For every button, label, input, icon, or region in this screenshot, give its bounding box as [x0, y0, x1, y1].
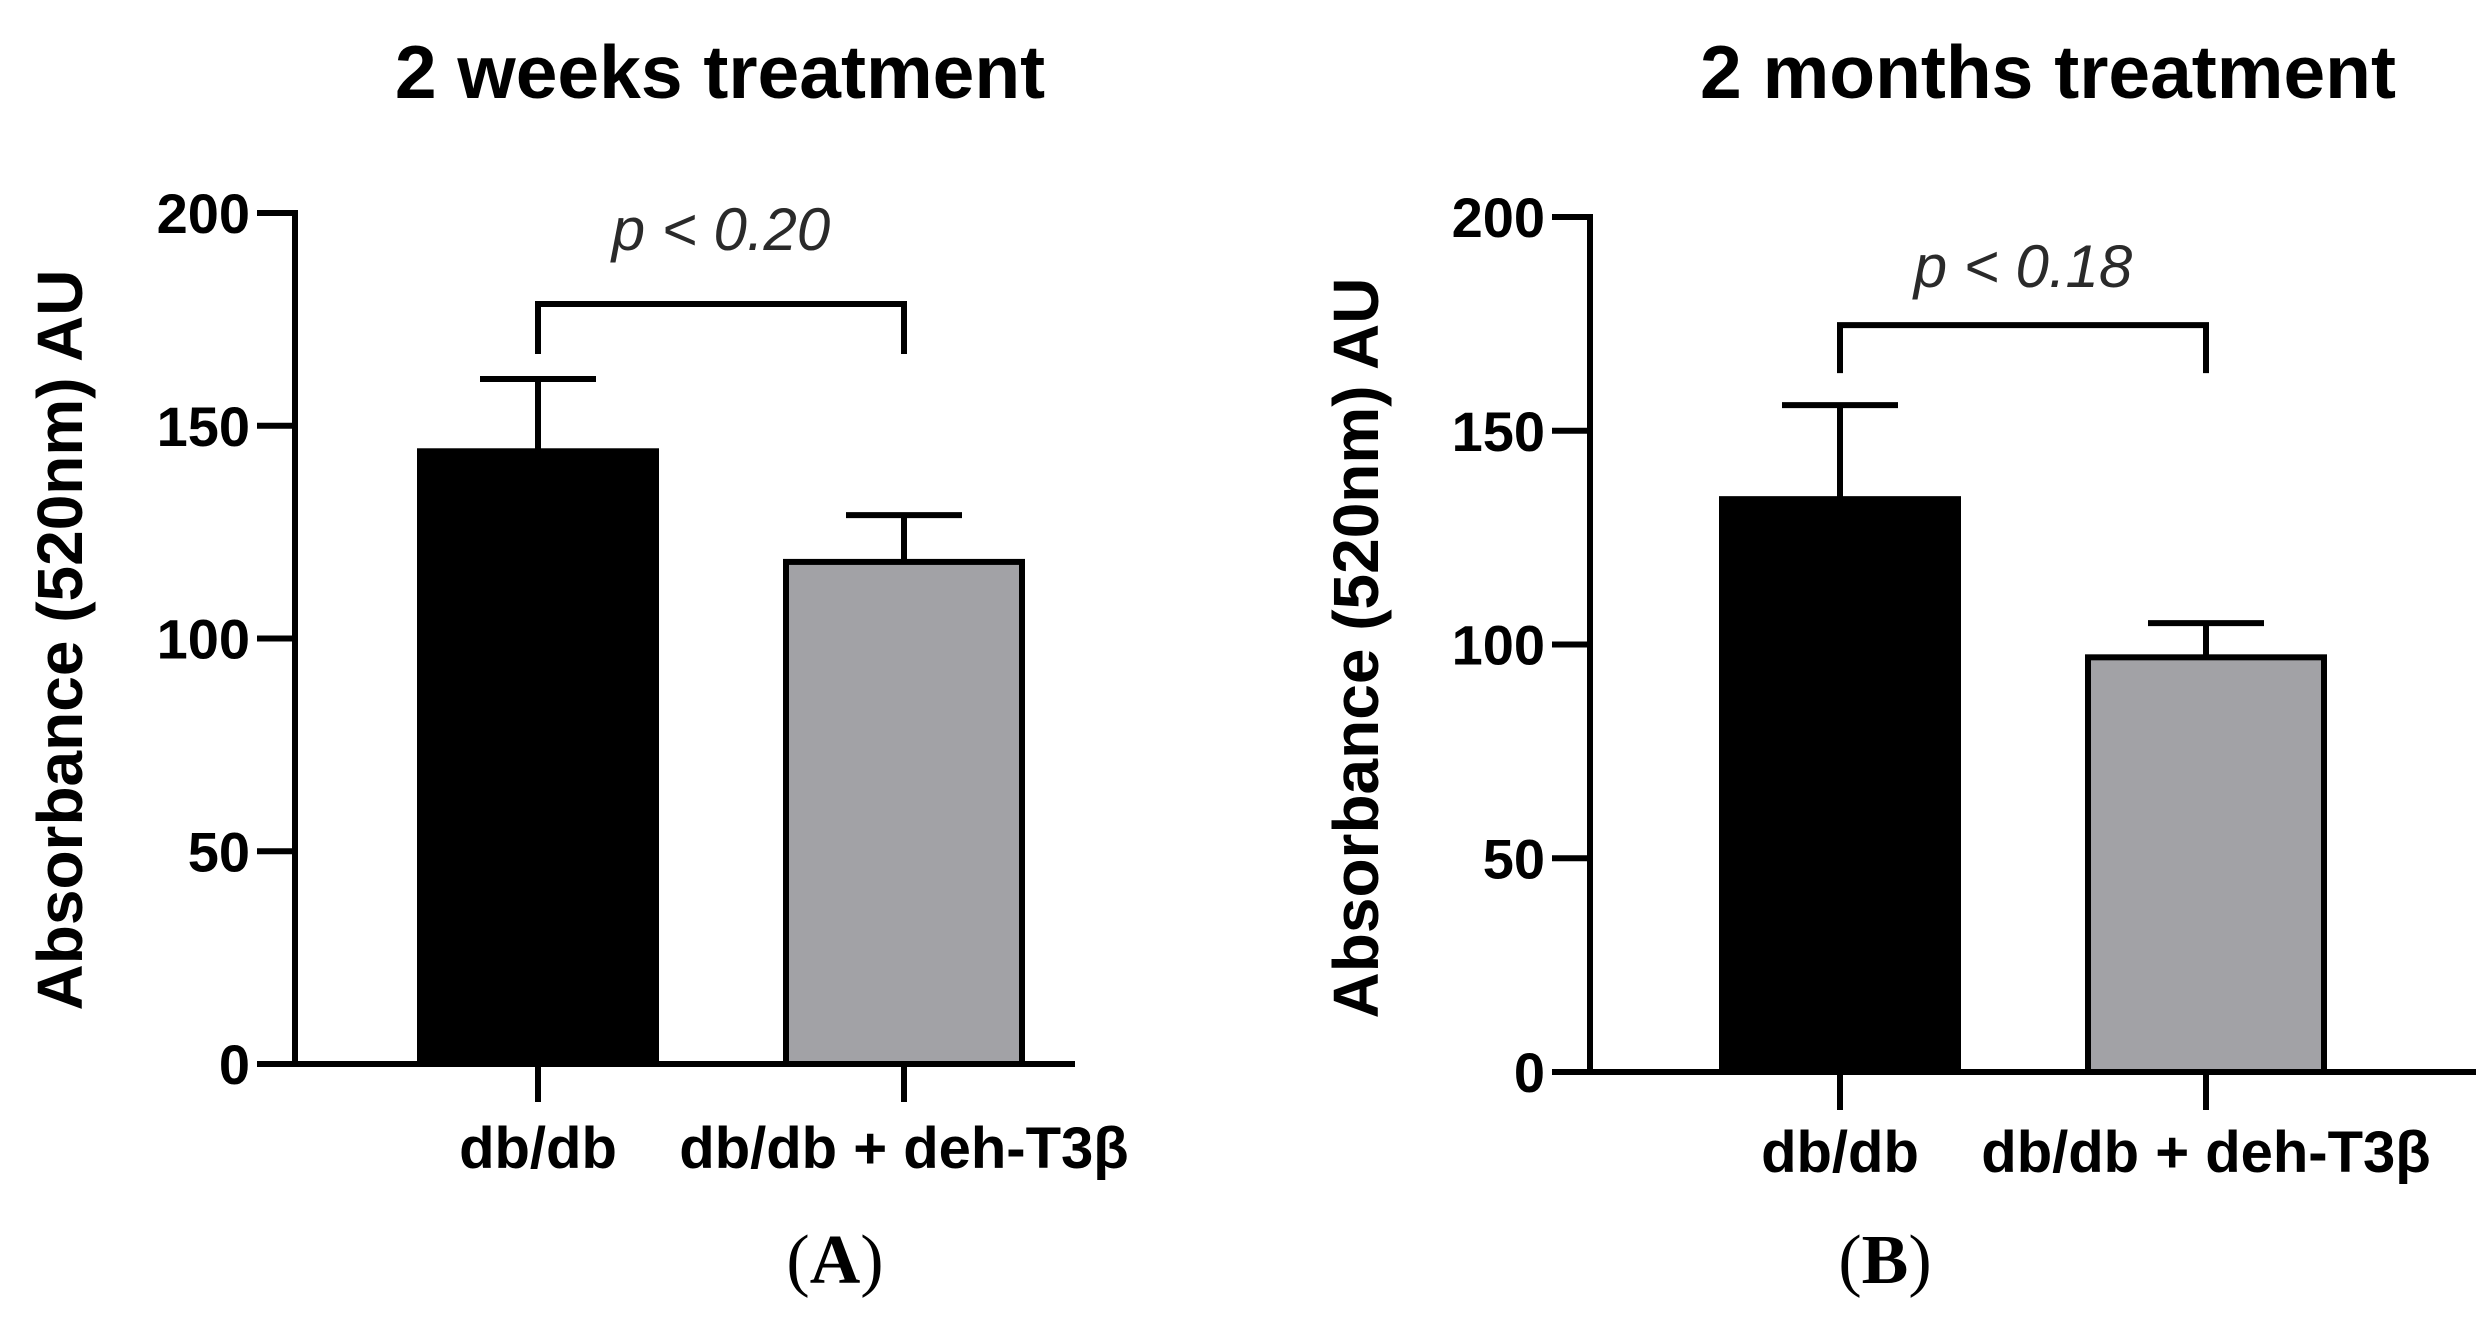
panel-label-letter: B [1862, 1222, 1909, 1299]
x-tick-label: db/db + deh-T3β [1981, 1120, 2430, 1185]
significance-bracket [535, 300, 907, 354]
y-tick-label: 100 [1452, 614, 1545, 677]
p-value-annotation: p < 0.20 [610, 196, 831, 263]
bar-2 [783, 558, 1025, 1067]
significance-bracket [1837, 322, 2209, 374]
panel-label-close: ) [1908, 1222, 1931, 1299]
chart-title: 2 months treatment [1700, 30, 2396, 114]
chart-panel-a: 2 weeks treatment Absorbance (520nm) AU 0 5… [24, 30, 1129, 1299]
panel-label-close: ) [860, 1222, 883, 1299]
bar-1 [1719, 496, 1961, 1075]
x-tick-label: db/db + deh-T3β [679, 1116, 1128, 1181]
y-tick-label: 200 [157, 182, 250, 245]
panel-label: (A) [786, 1222, 883, 1299]
x-tick-label: db/db [459, 1116, 617, 1181]
panel-label-open: ( [786, 1222, 809, 1299]
x-tick-label: db/db [1761, 1120, 1919, 1185]
p-value-annotation: p < 0.18 [1912, 233, 2133, 300]
y-tick-label: 150 [1452, 400, 1545, 463]
y-tick-label: 200 [1452, 186, 1545, 249]
bar-2 [2085, 654, 2327, 1075]
y-tick-label: 0 [219, 1033, 250, 1096]
y-axis-label: Absorbance (520nm) AU [1320, 278, 1392, 1019]
y-tick-label: 150 [157, 395, 250, 458]
y-axis-label: Absorbance (520nm) AU [24, 270, 96, 1011]
chart-title: 2 weeks treatment [395, 30, 1045, 114]
chart-panel-b: 2 months treatment Absorbance (520nm) AU 0… [1320, 30, 2476, 1299]
panel-label-letter: A [810, 1222, 861, 1299]
bar-1 [417, 448, 659, 1067]
y-tick-label: 0 [1514, 1041, 1545, 1104]
panel-label: (B) [1838, 1222, 1931, 1299]
y-tick-label: 100 [157, 608, 250, 671]
y-tick-label: 50 [188, 820, 250, 883]
panel-label-open: ( [1838, 1222, 1861, 1299]
y-tick-label: 50 [1483, 827, 1545, 890]
